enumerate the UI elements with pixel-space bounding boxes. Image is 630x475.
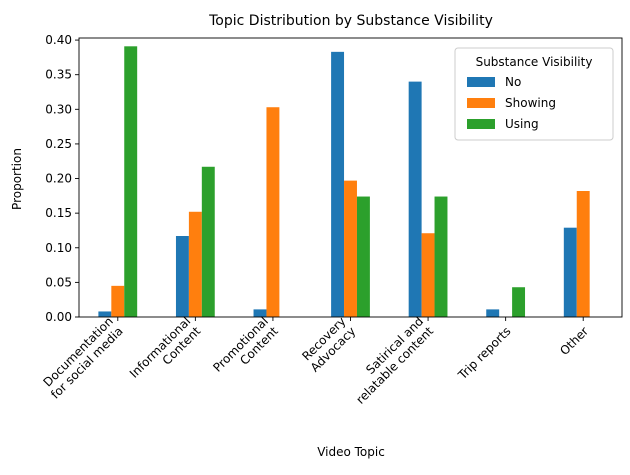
legend: Substance Visibility No Showing Using xyxy=(454,47,614,141)
y-tick-label: 0.35 xyxy=(45,68,72,82)
bar-showing-4 xyxy=(344,180,357,317)
bar-no-6 xyxy=(486,309,500,317)
bar-showing-3 xyxy=(266,107,280,317)
bar-using-1 xyxy=(124,46,138,318)
bar-showing-7 xyxy=(576,191,590,317)
legend-swatch-using xyxy=(467,119,495,129)
y-tick-label: 0.15 xyxy=(45,206,72,220)
y-axis-label: Proportion xyxy=(10,148,24,210)
bar-showing-2 xyxy=(188,211,202,317)
y-tick-label: 0.40 xyxy=(45,33,72,47)
bar-using-5 xyxy=(434,196,448,317)
bar-no-1 xyxy=(98,311,112,317)
x-tick-label: Documentationfor social media xyxy=(38,314,125,401)
bars-layer xyxy=(98,46,590,318)
legend-label-using: Using xyxy=(505,117,539,131)
legend-swatch-showing xyxy=(467,98,495,108)
x-tick-label: RecoveryAdvocacy xyxy=(298,314,359,375)
x-tick-label: Trip reports xyxy=(455,324,514,383)
bar-using-4 xyxy=(356,196,370,317)
bar-showing-1 xyxy=(111,285,125,317)
bar-using-6 xyxy=(512,287,526,317)
bar-no-7 xyxy=(563,227,577,317)
y-tick-label: 0.30 xyxy=(45,102,72,116)
x-tick-label: PromotionalContent xyxy=(210,314,281,385)
bar-no-3 xyxy=(253,309,267,317)
bar-no-4 xyxy=(331,51,345,317)
legend-title: Substance Visibility xyxy=(476,55,593,69)
bar-no-5 xyxy=(408,81,422,317)
chart-title: Topic Distribution by Substance Visibili… xyxy=(208,13,493,29)
y-tick-label: 0.20 xyxy=(45,172,72,186)
x-tick-label: InformationalContent xyxy=(127,314,204,391)
y-tick-label: 0.10 xyxy=(45,241,72,255)
legend-label-no: No xyxy=(505,75,521,89)
x-tick-label: Satirical andrelatable content xyxy=(343,314,436,407)
x-tick-label: Other xyxy=(557,324,591,358)
bar-showing-5 xyxy=(421,233,435,317)
y-tick-label: 0.05 xyxy=(45,275,72,289)
bar-using-2 xyxy=(201,166,215,317)
y-tick-label: 0.00 xyxy=(45,310,72,324)
legend-label-showing: Showing xyxy=(505,96,556,110)
legend-swatch-no xyxy=(467,77,495,87)
bar-no-2 xyxy=(175,236,189,317)
y-tick-label: 0.25 xyxy=(45,137,72,151)
x-axis-label: Video Topic xyxy=(317,445,385,459)
legend-box xyxy=(454,47,614,141)
